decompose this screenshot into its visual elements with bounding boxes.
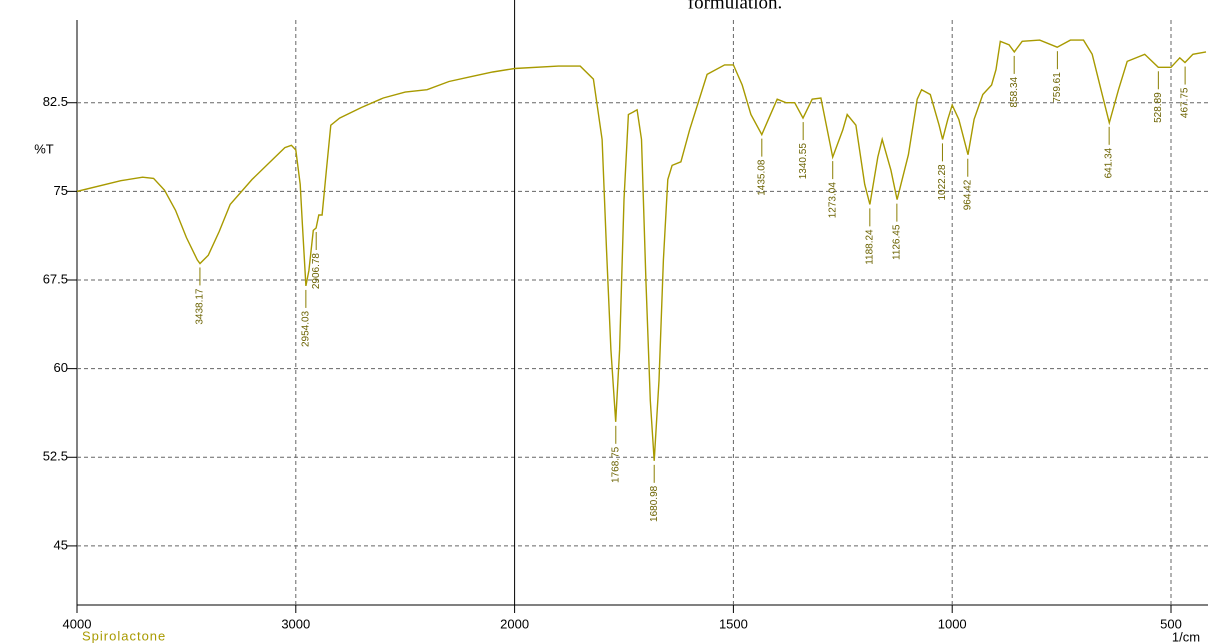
y-tick-label: 60 [54, 360, 68, 375]
peak-label: 1680.98 [649, 485, 660, 522]
peak-label: 858.34 [1009, 76, 1020, 107]
peak-label: 2906.78 [311, 253, 322, 290]
plot-area [77, 39, 1207, 461]
y-tick-label: 75 [54, 183, 68, 198]
peak-label: 1273.04 [827, 182, 838, 219]
legend-entry: Spirolactone [82, 628, 166, 643]
peak-label: 467.75 [1180, 87, 1191, 118]
y-tick-label: 67.5 [43, 271, 68, 286]
peak-label: 1022.28 [937, 164, 948, 201]
peak-label: 759.61 [1052, 72, 1063, 103]
peak-label: 1126.45 [892, 224, 903, 260]
x-tick-label: 2000 [500, 616, 529, 631]
y-tick-label: 45 [54, 537, 68, 552]
x-tick-label: 500 [1160, 616, 1182, 631]
peak-label: 964.42 [962, 179, 973, 210]
x-tick-label: 1000 [938, 616, 967, 631]
chart-title: formulation. [688, 0, 782, 13]
y-axis-label: %T [34, 141, 54, 156]
y-tick-label: 82.5 [43, 94, 68, 109]
spectrum-line [77, 39, 1207, 461]
x-tick-label: 3000 [281, 616, 310, 631]
peak-label: 528.89 [1153, 92, 1164, 123]
peak-label: 1188.24 [864, 229, 875, 265]
peak-label: 1435.08 [756, 159, 767, 196]
peak-label: 1768.75 [610, 446, 621, 483]
peak-label: 1340.55 [798, 143, 809, 180]
x-tick-label: 4000 [63, 616, 92, 631]
x-axis-label: 1/cm [1172, 629, 1200, 644]
peak-label: 3438.17 [195, 288, 206, 325]
x-tick-label: 1500 [719, 616, 748, 631]
y-tick-label: 52.5 [43, 449, 68, 464]
peak-label: 2954.03 [301, 310, 312, 347]
peak-label: 641.34 [1104, 147, 1115, 178]
